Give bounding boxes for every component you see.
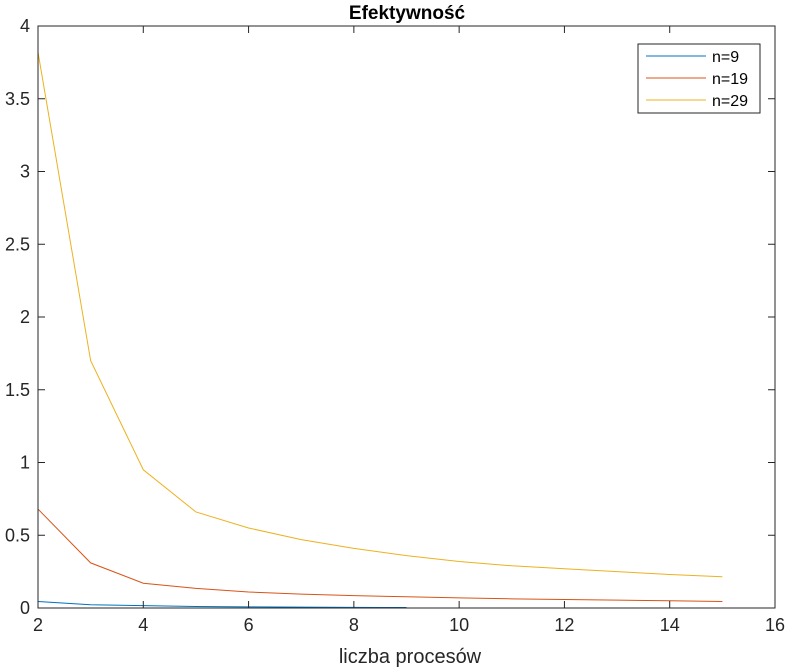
y-tick-label: 0: [20, 598, 30, 618]
y-tick-label: 2.5: [5, 234, 30, 254]
y-tick-label: 0.5: [5, 525, 30, 545]
y-tick-label: 3.5: [5, 89, 30, 109]
x-tick-label: 14: [660, 615, 680, 635]
x-tick-label: 6: [244, 615, 254, 635]
x-tick-label: 2: [33, 615, 43, 635]
x-tick-label: 12: [554, 615, 574, 635]
x-axis-label: liczba procesów: [339, 646, 482, 668]
plot-area: [38, 26, 775, 608]
series-line-2: [37, 508, 723, 602]
y-tick-label: 1: [20, 453, 30, 473]
y-tick-label: 1.5: [5, 380, 30, 400]
legend-label: n=19: [712, 71, 748, 88]
series-line-1: [37, 600, 407, 609]
y-tick-label: 2: [20, 307, 30, 327]
x-tick-label: 8: [349, 615, 359, 635]
series-line-3: [37, 52, 723, 578]
x-tick-label: 4: [138, 615, 148, 635]
ticks-layer: 2 4 6 8 10 12 14 16 0 0.5 1 1.5 2 2.5 3 3.5 4: [5, 16, 785, 635]
x-tick-label: 10: [449, 615, 469, 635]
y-tick-label: 4: [20, 16, 30, 36]
y-tick-label: 3: [20, 162, 30, 182]
legend: n=9 n=19 n=29: [637, 43, 761, 114]
chart-title: Efektywność: [349, 3, 466, 24]
series-layer: [37, 52, 723, 609]
x-tick-label: 16: [765, 615, 785, 635]
legend-label: n=9: [712, 49, 739, 66]
legend-label: n=29: [712, 93, 748, 110]
